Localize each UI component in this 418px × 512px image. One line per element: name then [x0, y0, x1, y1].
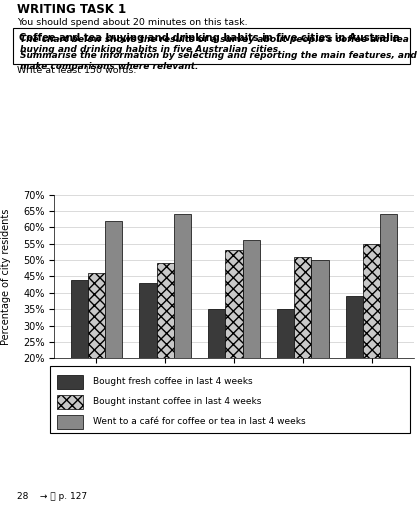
- Bar: [88, 273, 105, 424]
- Bar: [208, 309, 225, 424]
- Text: Bought instant coffee in last 4 weeks: Bought instant coffee in last 4 weeks: [93, 397, 262, 406]
- Text: 28    → 🖶 p. 127: 28 → 🖶 p. 127: [17, 492, 87, 501]
- Bar: [311, 260, 329, 424]
- FancyBboxPatch shape: [50, 366, 410, 433]
- Bar: [57, 375, 82, 389]
- Bar: [277, 309, 294, 424]
- Bar: [105, 221, 122, 424]
- Text: Summarise the information by selecting and reporting the main features, and
make: Summarise the information by selecting a…: [20, 52, 417, 71]
- Bar: [71, 280, 88, 424]
- Bar: [174, 214, 191, 424]
- Text: Went to a café for coffee or tea in last 4 weeks: Went to a café for coffee or tea in last…: [93, 417, 306, 426]
- Bar: [294, 257, 311, 424]
- Text: WRITING TASK 1: WRITING TASK 1: [17, 3, 126, 15]
- Text: Coffee and tea buying and drinking habits in five cities in Australia: Coffee and tea buying and drinking habit…: [18, 33, 400, 44]
- Bar: [157, 263, 174, 424]
- Bar: [57, 415, 82, 429]
- Text: You should spend about 20 minutes on this task.: You should spend about 20 minutes on thi…: [17, 18, 247, 27]
- FancyBboxPatch shape: [13, 28, 410, 64]
- Text: Write at least 150 words.: Write at least 150 words.: [17, 66, 136, 75]
- Text: Bought fresh coffee in last 4 weeks: Bought fresh coffee in last 4 weeks: [93, 377, 253, 386]
- Bar: [380, 214, 398, 424]
- Bar: [225, 250, 243, 424]
- Bar: [57, 395, 82, 410]
- Bar: [140, 283, 157, 424]
- Bar: [346, 296, 363, 424]
- Text: The chart below shows the results of a survey about people's coffee and tea
buyi: The chart below shows the results of a s…: [20, 35, 409, 54]
- Bar: [363, 244, 380, 424]
- Bar: [243, 241, 260, 424]
- Y-axis label: Percentage of city residents: Percentage of city residents: [1, 208, 11, 345]
